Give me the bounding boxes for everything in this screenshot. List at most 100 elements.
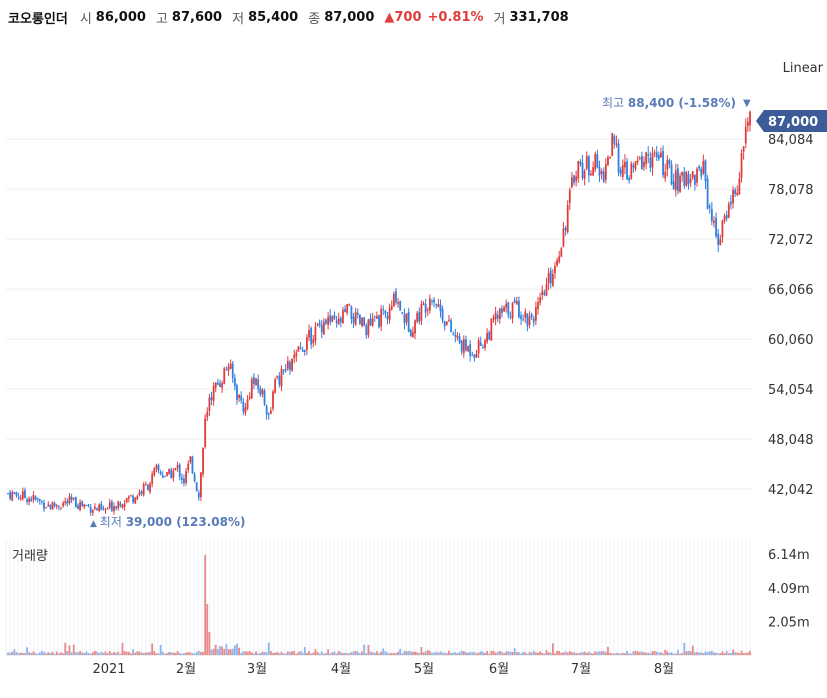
candle-body	[274, 379, 277, 393]
candle-body	[715, 217, 717, 237]
candle-body	[528, 316, 531, 325]
candle-body	[191, 456, 194, 474]
candle-body	[494, 312, 497, 320]
volume-bar	[551, 643, 554, 655]
candle-body	[683, 171, 686, 187]
volume-bar	[505, 651, 508, 655]
time-tick-label: 3월	[247, 662, 267, 677]
volume-bar	[437, 652, 440, 655]
volume-bar	[91, 652, 94, 655]
volume-bar	[149, 652, 151, 655]
candle-body	[352, 316, 355, 324]
volume-bar	[662, 653, 664, 655]
price-tick-label: 66,066	[768, 283, 814, 298]
current-price-label: 87,000	[768, 115, 818, 130]
volume-bar	[477, 652, 480, 655]
candle-body	[651, 153, 654, 168]
candle-body	[373, 316, 376, 318]
volume-bar	[577, 653, 580, 655]
volume-bar	[431, 652, 433, 655]
high-label: 고	[155, 11, 168, 27]
candle-body	[626, 161, 628, 180]
candle-body	[375, 315, 378, 319]
volume-bar	[392, 653, 395, 655]
candle-body	[498, 308, 501, 320]
close-label: 종	[308, 11, 321, 27]
candle-body	[72, 497, 75, 500]
candle-body	[212, 385, 215, 401]
volume-bar	[687, 650, 690, 655]
volume-bar	[170, 652, 173, 655]
candle-body	[477, 340, 480, 354]
candle-body	[104, 509, 107, 511]
candle-body	[397, 302, 399, 304]
volume-bar	[604, 652, 607, 655]
candle-body	[698, 166, 701, 169]
volume-bar	[479, 651, 482, 655]
candle-body	[306, 337, 308, 350]
candle-body	[579, 161, 582, 165]
candle-body	[15, 492, 18, 496]
volume-bar	[679, 653, 681, 655]
candle-body	[70, 496, 73, 500]
close-value: 87,000	[324, 9, 375, 25]
volume-bar	[280, 651, 283, 655]
volume-bar	[405, 651, 408, 655]
volume-bar	[740, 650, 743, 655]
candle-body	[301, 349, 304, 352]
volume-bar	[142, 653, 145, 655]
volume-bar	[96, 651, 98, 655]
volume-bar	[590, 653, 592, 655]
candle-body	[30, 499, 33, 502]
volume-bar	[233, 645, 236, 655]
candle-body	[513, 300, 516, 303]
max-annotation: 최고 88,400 (-1.58%)	[602, 96, 736, 110]
candle-body	[730, 201, 732, 205]
candle-body	[49, 504, 52, 509]
time-tick-label: 2021	[92, 662, 125, 677]
volume-bar	[706, 652, 709, 655]
volume-bar	[564, 651, 567, 655]
volume-bar	[342, 653, 344, 655]
candle-body	[149, 483, 151, 493]
volume-bar	[293, 651, 296, 655]
volume-bar	[458, 652, 461, 655]
volume-bar	[348, 653, 351, 655]
volume-bar	[749, 650, 751, 655]
candle-body	[83, 504, 86, 508]
volume-bar	[21, 652, 24, 655]
price-tick-label: 78,078	[768, 183, 814, 198]
candle-body	[539, 297, 542, 303]
volume-bar	[310, 653, 313, 655]
candle-body	[7, 493, 9, 495]
change-amount: 700	[394, 9, 422, 25]
candle-body	[157, 465, 160, 471]
candle-body	[609, 156, 611, 158]
volume-bar	[677, 649, 679, 655]
candle-body	[619, 169, 622, 174]
volume-bar	[471, 652, 474, 655]
volume-bar	[418, 652, 421, 655]
volume-bar	[41, 651, 43, 655]
scale-mode-toggle[interactable]: Linear	[782, 61, 823, 76]
candle-body	[310, 327, 313, 345]
volume-bar	[204, 554, 207, 655]
volume-bar	[657, 652, 660, 655]
candle-body	[515, 300, 518, 305]
volume-bar	[727, 653, 730, 655]
candle-body	[719, 239, 722, 246]
candle-body	[286, 360, 289, 369]
time-axis: 2021 2월 3월 4월 5월 6월 7월 8월	[92, 662, 674, 677]
volume-tick-label: 6.14m	[768, 548, 810, 563]
volume-bar	[187, 651, 190, 655]
candle-body	[119, 503, 122, 506]
volume-bar	[195, 651, 198, 655]
candle-body	[560, 248, 563, 257]
candle-body	[28, 498, 31, 503]
candle-body	[337, 318, 340, 325]
candle-body	[602, 171, 605, 182]
volume-bar	[26, 647, 28, 655]
candle-body	[428, 298, 431, 311]
candle-body	[206, 411, 209, 418]
